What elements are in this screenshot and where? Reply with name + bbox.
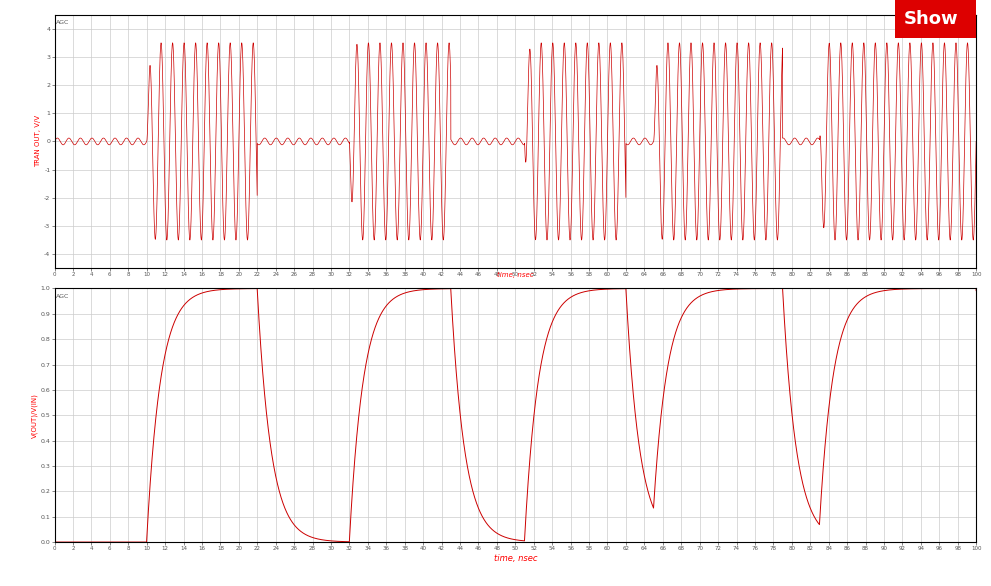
Text: Show: Show — [904, 10, 958, 28]
Text: time, nsec: time, nsec — [497, 272, 533, 278]
Y-axis label: TRAN OUT, V/V: TRAN OUT, V/V — [36, 115, 42, 168]
Y-axis label: V(OUT)/V(IN): V(OUT)/V(IN) — [31, 393, 38, 438]
Text: AGC: AGC — [56, 20, 69, 25]
Text: AGC: AGC — [56, 294, 69, 298]
X-axis label: time, nsec: time, nsec — [494, 554, 537, 563]
